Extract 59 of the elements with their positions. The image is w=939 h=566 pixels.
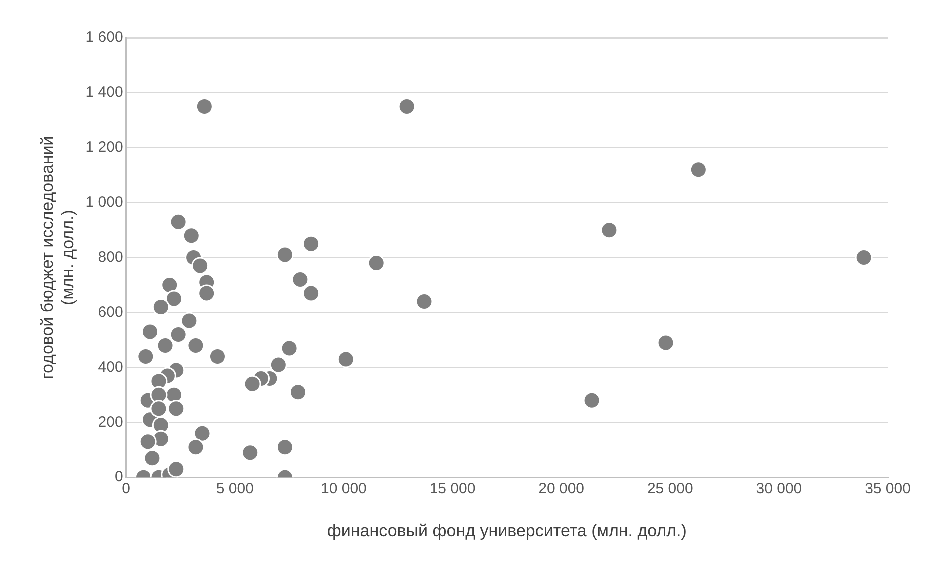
point [242,444,260,462]
point [292,271,310,289]
y-axis-title: годовой бюджет исследований (млн. долл.) [38,136,78,380]
y-tick-label: 400 [98,358,124,376]
point [337,350,355,368]
point [276,246,294,264]
point [196,98,214,116]
point [142,323,160,341]
point [276,438,294,456]
point [168,400,186,418]
x-tick-label: 35 000 [865,480,911,498]
y-tick-label: 200 [98,414,124,431]
point [302,284,320,302]
y-tick-label: 1 000 [86,194,124,211]
point [170,326,188,344]
point [208,348,226,366]
y-tick-label: 1 600 [86,29,124,46]
x-tick-label: 30 000 [756,480,802,498]
point [290,384,308,402]
x-tick-label: 5 000 [216,480,254,498]
x-tick-label: 15 000 [430,480,476,498]
point [244,375,262,393]
point [398,98,416,116]
point [156,336,174,354]
point [198,284,216,302]
point [139,433,157,451]
y-tick-label: 1 200 [86,139,124,156]
y-tick-label: 800 [98,248,124,266]
point [187,336,205,354]
point [144,450,162,468]
y-tick-label: 0 [114,468,124,486]
point [600,222,618,240]
x-axis-title: финансовый фонд университета (млн. долл.) [327,521,687,540]
point [657,334,675,352]
point [165,290,183,308]
point [194,424,212,442]
point [137,348,155,366]
point [182,227,200,245]
point [690,161,708,179]
point [416,293,434,311]
x-tick-label: 10 000 [321,480,367,498]
point [280,340,298,358]
y-tick-label: 600 [98,304,124,321]
point [187,438,205,456]
point [168,460,186,478]
point [150,400,168,418]
point [180,312,198,330]
point [855,249,873,267]
y-tick-label: 1 400 [86,84,124,102]
x-tick-label: 25 000 [647,480,694,498]
point [170,213,188,231]
point [270,356,288,374]
point [368,254,386,272]
x-tick-label: 20 000 [538,480,585,498]
point [583,392,601,410]
point [192,257,210,275]
point [302,235,320,253]
point [152,298,170,316]
point [161,276,179,294]
